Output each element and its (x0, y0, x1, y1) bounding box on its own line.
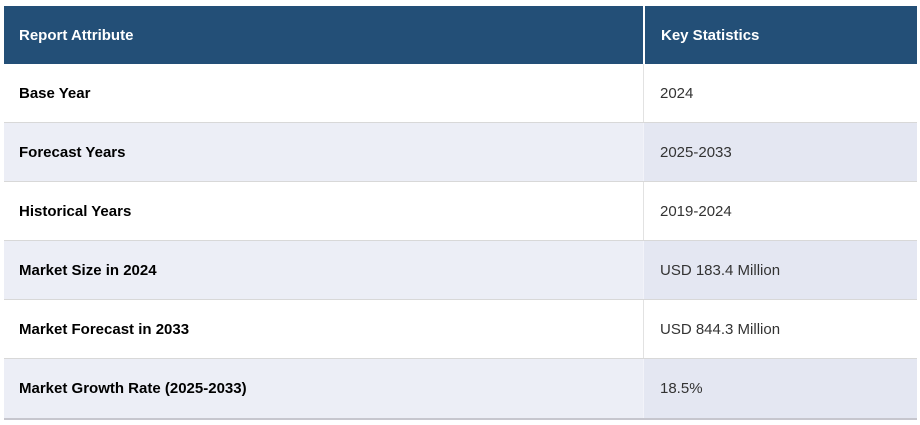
column-header-key-statistics: Key Statistics (643, 6, 917, 64)
value-cell: 2024 (643, 64, 917, 122)
table-row: Forecast Years 2025-2033 (4, 123, 917, 182)
table-row: Market Growth Rate (2025-2033) 18.5% (4, 359, 917, 418)
attribute-cell: Market Size in 2024 (4, 241, 643, 299)
table-row: Market Forecast in 2033 USD 844.3 Millio… (4, 300, 917, 359)
value-cell: 2019-2024 (643, 182, 917, 240)
table-row: Base Year 2024 (4, 64, 917, 123)
value-cell: USD 844.3 Million (643, 300, 917, 358)
table-row: Market Size in 2024 USD 183.4 Million (4, 241, 917, 300)
report-attributes-table: Report Attribute Key Statistics Base Yea… (4, 6, 917, 420)
attribute-cell: Forecast Years (4, 123, 643, 181)
value-cell: 18.5% (643, 359, 917, 418)
column-header-report-attribute: Report Attribute (19, 26, 134, 44)
value-cell: USD 183.4 Million (643, 241, 917, 299)
attribute-cell: Market Growth Rate (2025-2033) (4, 359, 643, 418)
attribute-cell: Base Year (19, 84, 91, 102)
table-row: Historical Years 2019-2024 (4, 182, 917, 241)
attribute-cell: Market Forecast in 2033 (19, 320, 190, 338)
attribute-cell: Historical Years (19, 202, 132, 220)
table-header-row: Report Attribute Key Statistics (4, 6, 917, 64)
value-cell: 2025-2033 (643, 123, 917, 181)
